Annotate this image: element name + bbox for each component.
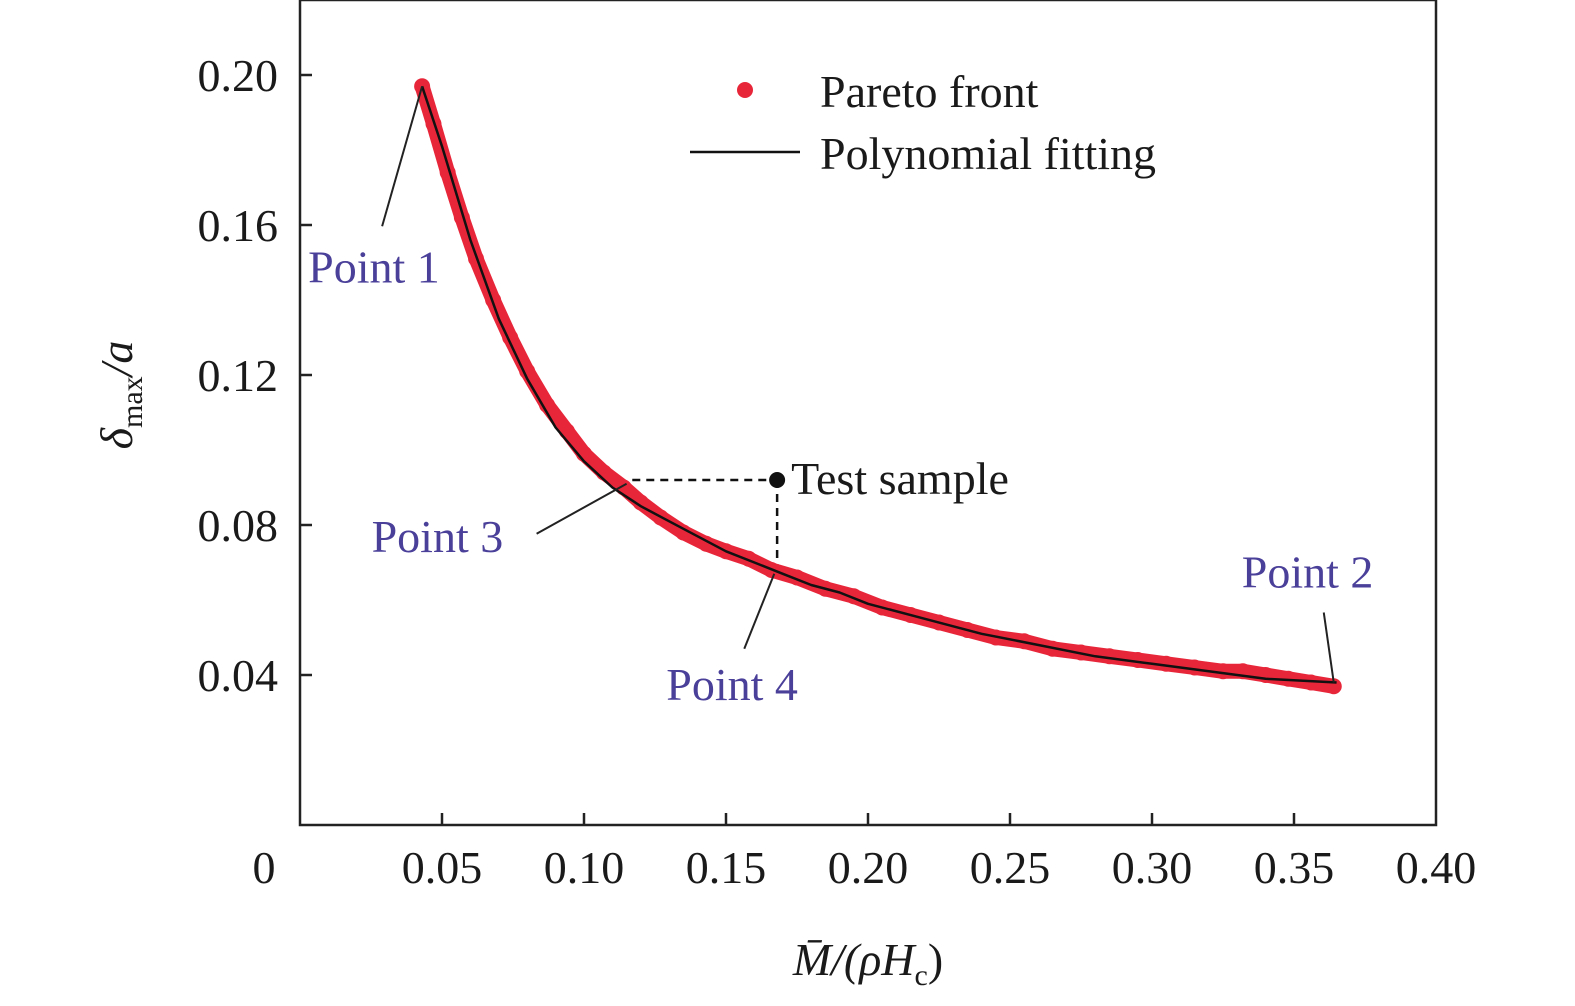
y-tick-label: 0.20 — [198, 50, 279, 101]
test-sample-label: Test sample — [791, 453, 1009, 504]
y-axis-label: δmax/a — [91, 341, 149, 450]
y-tick-label: 0.08 — [198, 500, 279, 551]
pareto-point — [1129, 652, 1146, 668]
pareto-point — [1215, 663, 1231, 680]
polynomial-fitting-line — [420, 85, 1337, 684]
test-sample-point — [769, 472, 786, 488]
pareto-point — [1257, 667, 1274, 683]
x-tick-label: 0.10 — [544, 842, 625, 893]
x-tick-label: 0.40 — [1396, 842, 1477, 893]
y-axis: 0.04 0.08 0.12 0.16 0.20 — [198, 50, 312, 701]
legend-marker-dot — [737, 82, 753, 98]
test-sample-guides — [632, 478, 779, 574]
annotation-label: Point 1 — [308, 241, 440, 292]
x-tick-label: 0 — [253, 842, 276, 893]
pareto-point — [1303, 674, 1320, 691]
annotation-leader — [1322, 612, 1335, 683]
annotation-label: Point 4 — [666, 659, 798, 710]
x-tick-label: 0.25 — [970, 842, 1051, 893]
pareto-point — [539, 397, 556, 413]
point-annotations: Point 1 Point 2 Point 3 Point 4 — [308, 85, 1374, 710]
annotation-label: Point 2 — [1242, 547, 1374, 598]
test-sample: Test sample — [769, 453, 1009, 504]
pareto-point — [1158, 655, 1175, 672]
y-tick-label: 0.12 — [198, 350, 279, 401]
x-tick-label: 0.35 — [1254, 842, 1335, 893]
pareto-point — [1101, 648, 1118, 665]
x-tick-label: 0.05 — [402, 842, 483, 893]
pareto-point — [519, 363, 536, 380]
y-tick-label: 0.16 — [198, 200, 279, 251]
annotation-leader — [536, 482, 628, 535]
annotation-label: Point 3 — [372, 511, 504, 562]
legend: Pareto front Polynomial fitting — [690, 66, 1156, 179]
annotation-leader — [381, 85, 424, 227]
y-tick-label: 0.04 — [198, 650, 279, 701]
annotation-leader — [743, 573, 776, 650]
pareto-point — [632, 494, 649, 511]
pareto-point — [675, 524, 692, 541]
pareto-point — [1186, 659, 1203, 676]
pareto-point — [558, 423, 575, 440]
plot-frame — [298, 0, 1438, 827]
x-tick-label: 0.20 — [828, 842, 909, 893]
legend-label: Polynomial fitting — [820, 128, 1156, 179]
legend-label: Pareto front — [820, 66, 1039, 117]
x-tick-label: 0.30 — [1112, 842, 1193, 893]
polynomial-fitting-series — [420, 85, 1337, 684]
x-tick-label: 0.15 — [686, 842, 767, 893]
x-axis: 0 0.05 0.10 0.15 0.20 0.25 0.30 0.35 0.40 — [253, 813, 1477, 893]
x-axis-label: M̄/(ρHc) — [792, 934, 943, 992]
